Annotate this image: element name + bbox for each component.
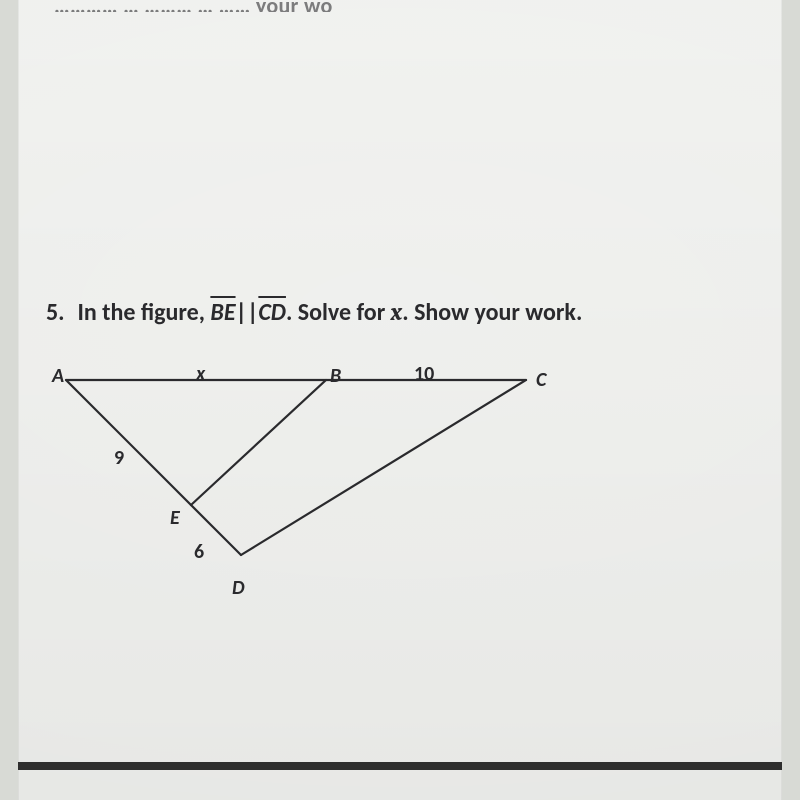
parallel-symbol: || (236, 298, 259, 327)
question-tail: . Show your work. (402, 298, 582, 327)
variable-x: x (391, 298, 403, 326)
question-prefix: In the figure, (77, 298, 210, 327)
figure-svg (46, 350, 606, 610)
question-suffix: . Solve for (286, 298, 391, 327)
question-number: 5. (46, 298, 72, 327)
side-10-label: 10 (414, 364, 434, 384)
vertex-a-label: A (52, 366, 64, 386)
side-6-label: 6 (194, 542, 204, 562)
side-x-label: x (196, 364, 205, 384)
vertex-e-label: E (170, 508, 180, 528)
vertex-d-label: D (232, 578, 245, 598)
segment-cd: CD (258, 298, 286, 327)
page-surface: ………… … ……… … …… your wo 5. In the figure… (18, 0, 782, 800)
question-text: 5. In the figure, BE||CD. Solve for x. S… (46, 298, 754, 327)
segment-be: BE (210, 298, 235, 327)
side-9-label: 9 (114, 448, 124, 468)
vertex-c-label: C (536, 370, 546, 390)
page-bottom-bar (18, 762, 782, 770)
vertex-b-label: B (330, 366, 341, 386)
geometry-figure: A B C E D x 10 9 6 (46, 350, 606, 630)
cropped-header-text: ………… … ……… … …… your wo (18, 0, 782, 12)
